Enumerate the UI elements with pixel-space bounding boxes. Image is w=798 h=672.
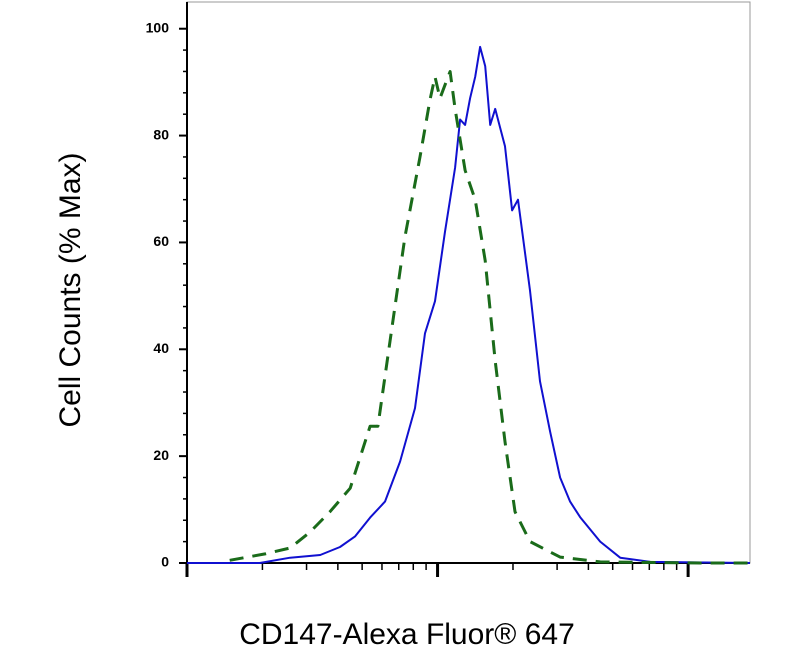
histogram-line <box>229 70 750 565</box>
y-tick-label: 60 <box>153 233 169 249</box>
histogram-line <box>187 45 751 564</box>
y-tick-label: 80 <box>153 126 169 142</box>
y-tick-label: 100 <box>146 19 170 35</box>
x-axis-label: CD147-Alexa Fluor® 647 <box>239 618 575 651</box>
y-tick-label: 0 <box>161 554 169 570</box>
y-tick-label: 40 <box>153 340 169 356</box>
y-tick-label: 20 <box>153 447 169 463</box>
y-axis-label: Cell Counts (% Max) <box>54 152 87 427</box>
plot-frame <box>186 1 751 564</box>
